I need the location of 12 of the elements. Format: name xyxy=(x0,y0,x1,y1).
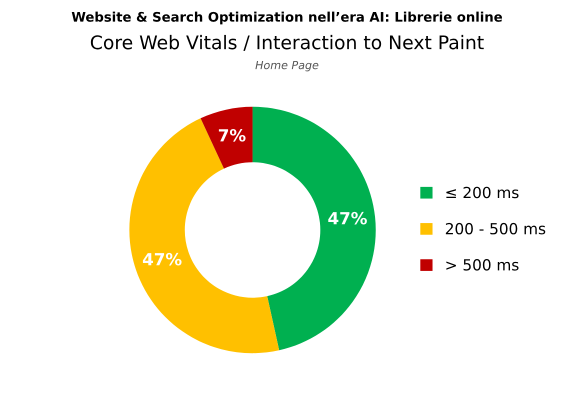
text: Home Page xyxy=(255,60,318,72)
data-label: 47% xyxy=(328,212,367,224)
legend-label: 200 - 500 ms xyxy=(446,222,546,234)
legend-label: > 500 ms xyxy=(446,259,519,271)
donut-slice xyxy=(252,106,376,350)
data-label: 7% xyxy=(218,129,246,142)
chart-subtitle: Core Web Vitals / Interaction to Next Paint xyxy=(90,34,484,51)
chart-title: Website & Search Optimization nell’era AI: Librerie online xyxy=(72,12,502,24)
data-label: 47% xyxy=(142,252,182,266)
donut-slice xyxy=(200,106,253,169)
legend-label: ≤ 200 ms xyxy=(446,186,519,198)
donut-slice xyxy=(129,118,280,354)
